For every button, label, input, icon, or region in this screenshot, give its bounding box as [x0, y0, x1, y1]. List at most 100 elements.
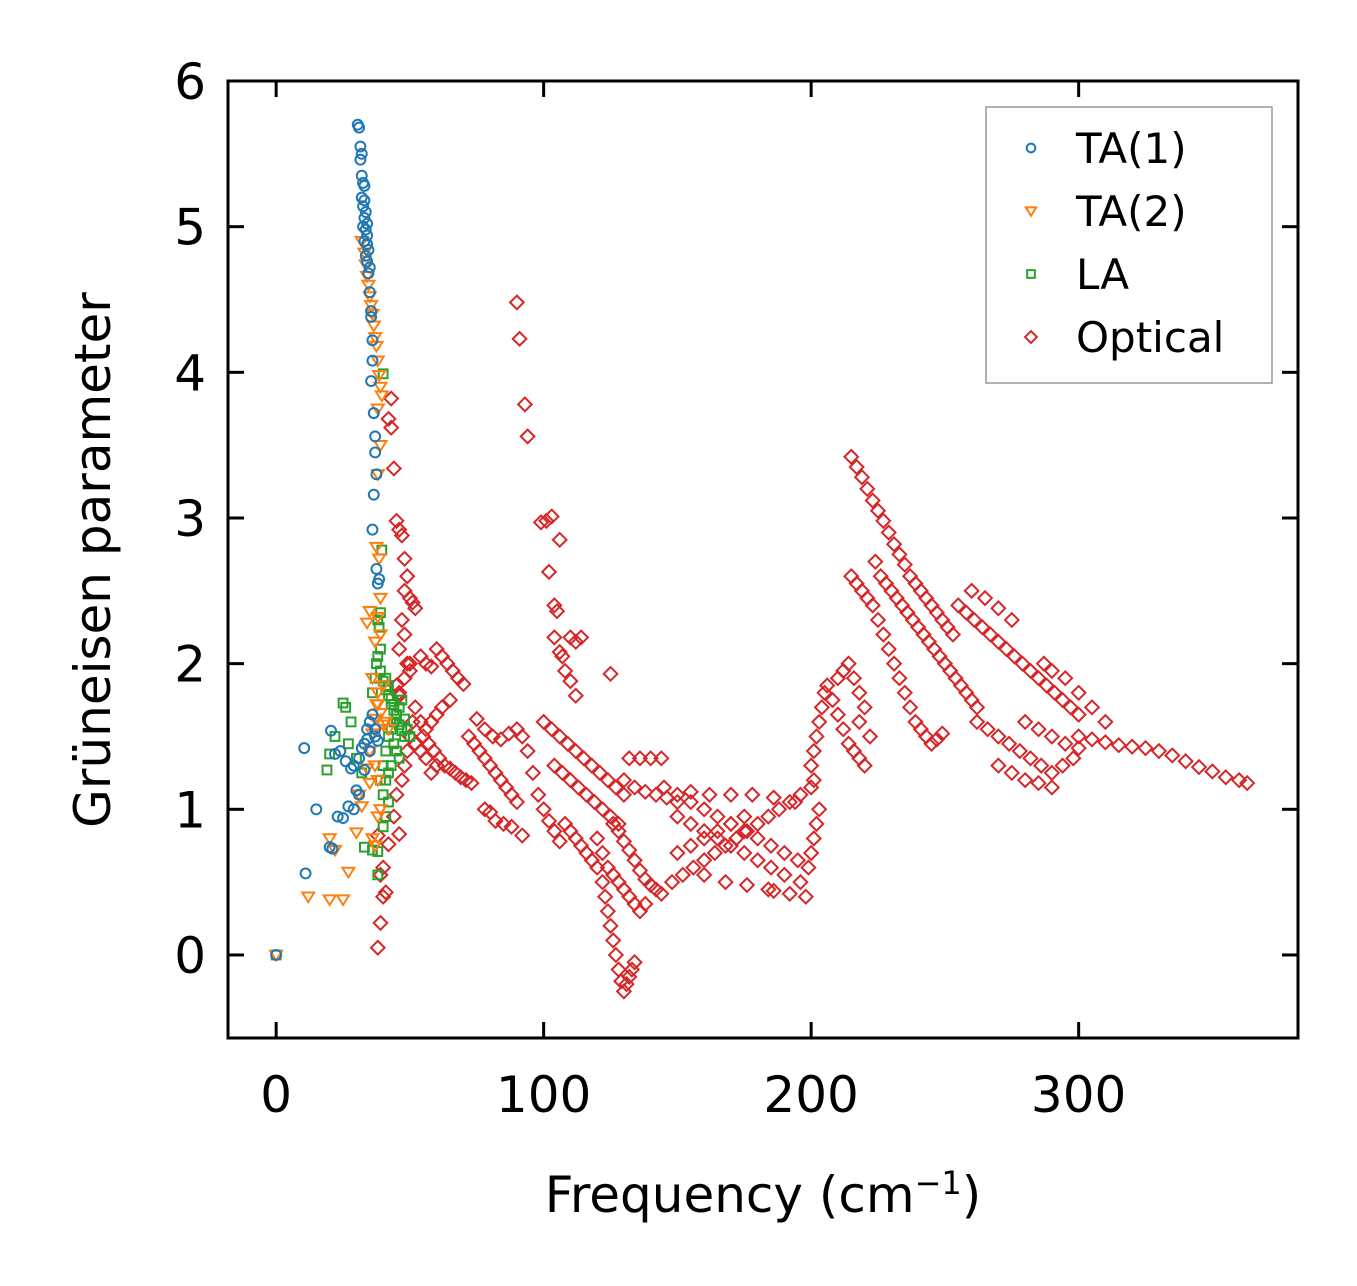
data-point: [1083, 731, 1101, 748]
data-point: [966, 611, 983, 629]
data-point: [891, 546, 908, 563]
data-point: [372, 629, 389, 642]
data-point: [770, 801, 788, 818]
data-point: [369, 939, 387, 956]
data-point: [990, 728, 1007, 745]
data-point: [382, 390, 400, 407]
data-point: [682, 793, 699, 811]
data-point: [604, 932, 622, 949]
y-tick-label: 3: [174, 490, 206, 548]
y-tick-label: 1: [174, 781, 206, 839]
data-point: [695, 801, 713, 818]
data-point: [355, 191, 368, 204]
data-point: [546, 757, 563, 774]
data-point: [586, 793, 603, 811]
data-point: [588, 859, 606, 876]
data-point: [923, 735, 940, 752]
data-point: [383, 767, 394, 779]
data-point: [380, 672, 392, 684]
data-point: [869, 502, 887, 519]
data-point: [401, 655, 419, 672]
data-point: [364, 833, 381, 846]
y-tick-label: 2: [174, 636, 206, 694]
data-point: [749, 852, 766, 869]
data-point: [567, 742, 584, 760]
data-point: [824, 691, 841, 709]
data-point: [385, 693, 397, 705]
x-tick-label: 300: [1031, 1066, 1126, 1124]
data-point: [310, 803, 323, 816]
data-point: [717, 837, 734, 854]
data-point: [637, 895, 654, 913]
data-point: [567, 687, 584, 704]
data-point: [407, 699, 424, 716]
data-point: [396, 725, 408, 737]
data-point: [594, 801, 611, 818]
data-point: [358, 764, 371, 776]
data-point: [944, 626, 962, 643]
data-point: [1083, 699, 1101, 716]
data-point: [685, 859, 702, 876]
data-point: [776, 844, 793, 862]
data-point: [738, 822, 756, 840]
data-point: [990, 600, 1007, 617]
data-point: [1032, 757, 1050, 774]
data-point: [762, 837, 780, 854]
data-point: [1035, 655, 1053, 672]
legend: TA(1) TA(2) LA Optical: [985, 106, 1273, 384]
data-point: [669, 786, 686, 803]
data-point: [682, 815, 699, 833]
data-point: [385, 460, 403, 477]
data-point: [843, 448, 860, 466]
data-point: [594, 844, 611, 862]
data-point: [875, 512, 892, 530]
data-point: [709, 822, 726, 840]
data-point: [1137, 739, 1154, 757]
data-point: [599, 771, 617, 789]
data-point: [810, 713, 828, 731]
data-point: [749, 830, 766, 847]
data-point: [407, 600, 424, 617]
data-point: [626, 779, 643, 796]
data-point: [1003, 764, 1020, 782]
data-point: [1016, 771, 1034, 789]
data-point: [357, 200, 370, 213]
data-point: [399, 731, 410, 742]
data-point: [669, 844, 686, 862]
data-point: [366, 354, 379, 367]
y-tick-label: 0: [174, 927, 206, 985]
data-point: [455, 675, 472, 693]
data-point: [369, 811, 386, 824]
data-point: [642, 750, 659, 767]
data-point: [369, 699, 386, 712]
data-point: [974, 619, 991, 636]
series-optical: [369, 294, 1256, 1000]
data-point: [1000, 735, 1018, 752]
data-point: [377, 789, 389, 801]
data-point: [578, 786, 595, 803]
data-point: [781, 793, 798, 811]
data-point: [366, 334, 379, 347]
data-point: [1016, 713, 1034, 731]
data-point: [1123, 738, 1141, 755]
data-point: [802, 844, 820, 862]
data-point: [554, 764, 571, 782]
data-point: [299, 867, 312, 880]
data-point: [856, 757, 873, 774]
data-point: [717, 873, 734, 891]
data-point: [363, 300, 379, 313]
data-point: [583, 757, 601, 774]
data-point: [380, 410, 397, 428]
data-point: [575, 750, 592, 767]
data-point: [369, 403, 386, 417]
data-point: [554, 648, 571, 665]
data-point: [674, 866, 691, 884]
data-point: [805, 830, 823, 847]
data-point: [374, 888, 392, 905]
data-point: [404, 594, 421, 611]
data-point: [372, 804, 389, 817]
data-point: [423, 764, 440, 782]
data-point: [380, 745, 392, 757]
data-point: [736, 822, 753, 840]
